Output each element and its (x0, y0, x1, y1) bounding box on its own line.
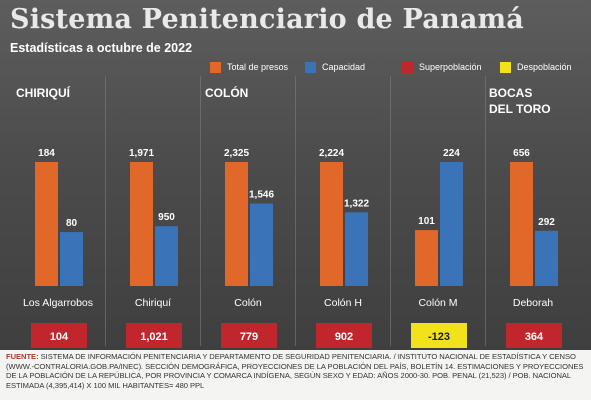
bar-total (415, 230, 438, 286)
chart-panel: Sistema Penitenciario de Panamá Estadíst… (0, 0, 591, 350)
legend-item-capacidad: Capacidad (305, 58, 365, 76)
legend-label-superpoblacion: Superpoblación (419, 62, 482, 72)
legend-label-despoblacion: Despoblación (517, 62, 572, 72)
data-label: 101 (418, 216, 435, 227)
legend-item-despoblacion: Despoblación (500, 58, 572, 76)
data-label: 80 (66, 218, 78, 229)
legend-item-total: Total de presos (210, 58, 288, 76)
bar-capacidad (155, 226, 178, 286)
despoblacion-box (411, 323, 467, 348)
data-label: 292 (538, 217, 555, 228)
bar-capacidad (440, 162, 463, 286)
bar-total (130, 162, 153, 286)
page-subtitle: Estadísticas a octubre de 2022 (10, 41, 193, 55)
category-label: Deborah (513, 297, 553, 309)
data-label: 2,325 (224, 148, 249, 159)
page-title: Sistema Penitenciario de Panamá (10, 4, 524, 35)
data-label: 2,224 (319, 148, 344, 159)
balance-label: 104 (50, 331, 69, 343)
balance-label: -123 (428, 331, 450, 343)
category-label: Colón (234, 297, 262, 309)
category-label: Chiriquí (135, 297, 171, 309)
column-divider (485, 76, 486, 346)
column-divider (200, 76, 201, 346)
bar-capacidad (535, 230, 558, 286)
column-divider (390, 76, 391, 346)
legend-label-capacidad: Capacidad (322, 62, 366, 72)
bar-capacidad (345, 212, 368, 286)
data-label: 224 (443, 148, 460, 159)
bar-total (510, 162, 533, 286)
category-label: Colón M (418, 297, 457, 309)
superpoblacion-box (316, 323, 372, 348)
bar-total (225, 162, 248, 286)
category-label: Colón H (324, 297, 362, 309)
data-label: 1,971 (129, 148, 154, 159)
legend-swatch-total (210, 61, 221, 73)
group-label-colon: COLÓN (205, 86, 249, 100)
category-label: Los Algarrobos (23, 297, 93, 309)
legend-swatch-capacidad (305, 61, 316, 73)
bar-chart: 184 80 Los Algarrobos 104 1,971 950 Chiriquí 1,… (23, 148, 562, 348)
balance-label: 364 (525, 331, 544, 343)
bar-capacidad (60, 232, 83, 286)
data-label: 184 (38, 148, 55, 159)
group-label-chiriqui: CHIRIQUÍ (16, 86, 70, 100)
superpoblacion-box (126, 323, 182, 348)
superpoblacion-box (31, 323, 87, 348)
data-label: 950 (158, 212, 175, 223)
superpoblacion-box (221, 323, 277, 348)
source-footer: FUENTE: SISTEMA DE INFORMACIÓN PENITENCI… (6, 352, 586, 390)
balance-label: 1,021 (140, 331, 168, 343)
column-divider (105, 76, 106, 346)
source-label: FUENTE: (6, 352, 39, 361)
legend: Total de presos Capacidad Superpoblación… (0, 58, 591, 76)
superpoblacion-box (506, 323, 562, 348)
balance-label: 779 (240, 331, 258, 343)
legend-swatch-despoblacion (500, 61, 511, 73)
group-label-bocas-del-toro: BOCAS DEL TORO (489, 86, 551, 116)
legend-item-superpoblacion: Superpoblación (402, 58, 482, 76)
data-label: 1,546 (249, 190, 274, 201)
bar-total (35, 162, 58, 286)
column-divider (295, 76, 296, 346)
legend-label-total: Total de presos (227, 62, 289, 72)
data-label: 656 (513, 148, 530, 159)
legend-swatch-superpoblacion (402, 61, 413, 73)
data-label: 1,322 (344, 198, 369, 209)
bar-total (320, 162, 343, 286)
bar-capacidad (250, 203, 273, 286)
balance-label: 902 (335, 331, 353, 343)
source-text: SISTEMA DE INFORMACIÓN PENITENCIARIA Y D… (6, 352, 584, 390)
